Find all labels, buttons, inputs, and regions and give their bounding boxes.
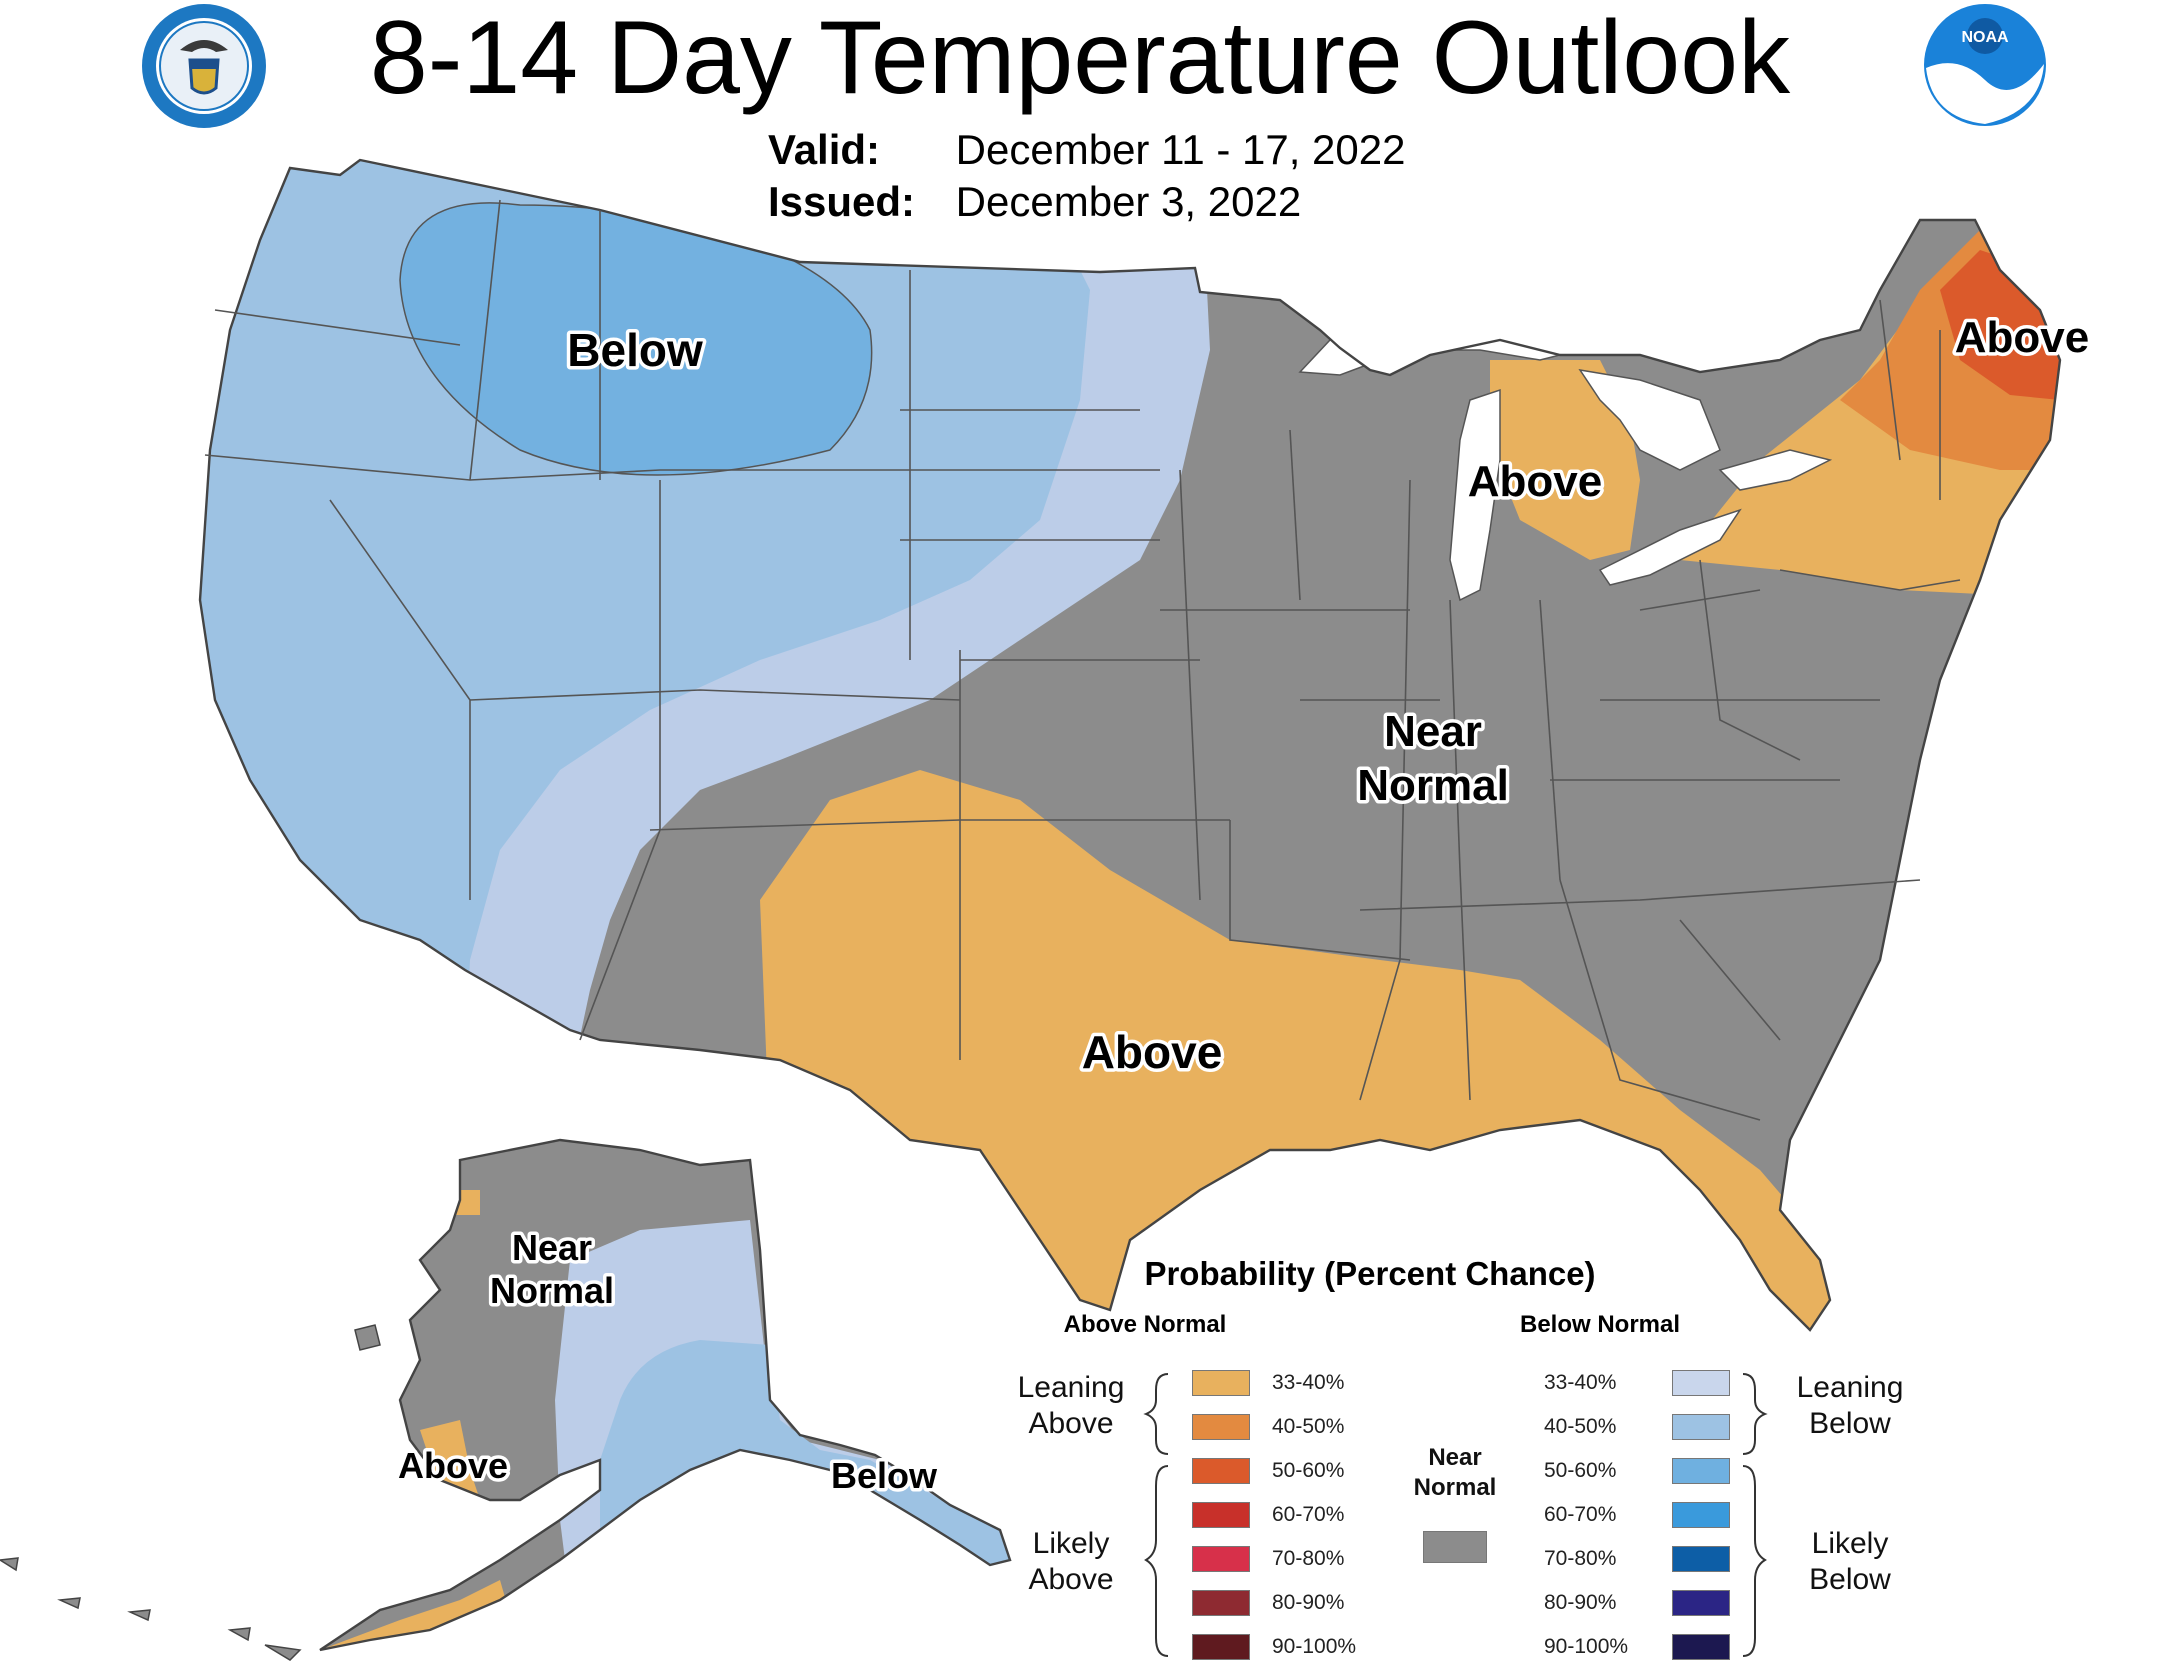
legend-near-normal-swatch — [1423, 1531, 1487, 1563]
legend-below-pct-6: 90-100% — [1544, 1635, 1629, 1658]
legend-above-swatch-6 — [1192, 1634, 1250, 1660]
issued-value: December 3, 2022 — [955, 178, 1302, 225]
legend-below-header: Below Normal — [1520, 1311, 1681, 1338]
region-label-alaska-near-line2: Normal — [490, 1270, 614, 1311]
legend-below-pct-1: 40-50% — [1544, 1415, 1617, 1438]
legend-below-swatch-2 — [1672, 1458, 1730, 1484]
legend-below-swatch-3 — [1672, 1502, 1730, 1528]
region-label-alaska-below: Below — [831, 1455, 938, 1496]
legend-below-swatch-6 — [1672, 1634, 1730, 1660]
legend-braces-left — [1143, 1373, 1169, 1657]
legend-above-pct-3: 60-70% — [1272, 1503, 1345, 1526]
legend-below-pct-3: 60-70% — [1544, 1503, 1617, 1526]
alaska-aleutian-above — [320, 1580, 520, 1650]
region-label-above-michigan: Above — [1468, 457, 1602, 506]
lake-erie — [1598, 508, 1742, 586]
valid-line: Valid: December 11 - 17, 2022 — [768, 124, 1406, 176]
legend-above-swatch-1 — [1192, 1414, 1250, 1440]
lake-huron — [1578, 368, 1721, 471]
legend-below-swatch-0 — [1672, 1370, 1730, 1396]
conus-borders — [198, 158, 2062, 1332]
legend-below-pct-5: 80-90% — [1544, 1591, 1617, 1614]
legend-above-pct-6: 90-100% — [1272, 1635, 1357, 1658]
legend-above-pct-1: 40-50% — [1272, 1415, 1345, 1438]
alaska-below-40-50-zone — [600, 1340, 1010, 1650]
legend-above-swatch-4 — [1192, 1546, 1250, 1572]
alaska-map — [320, 1140, 1010, 1650]
legend-below-pct-2: 50-60% — [1544, 1459, 1617, 1482]
lake-ontario — [1718, 449, 1833, 491]
legend-below-swatch-1 — [1672, 1414, 1730, 1440]
legend-likely-above: Likely Above — [1028, 1527, 1114, 1596]
lake-michigan — [1449, 388, 1501, 602]
date-block: Valid: December 11 - 17, 2022 Issued: De… — [768, 124, 1406, 228]
legend-above-swatch-3 — [1192, 1502, 1250, 1528]
alaska-above-zone — [420, 1420, 480, 1500]
alaska-outline — [319, 1138, 1012, 1652]
legend-leaning-below: Leaning Below — [1796, 1371, 1904, 1440]
alaska-islands — [0, 1324, 381, 1661]
noaa-logo: NOAA — [1924, 4, 2046, 126]
legend-near-normal-label: Near Normal — [1413, 1444, 1497, 1501]
legend-below-pct-4: 70-80% — [1544, 1547, 1617, 1570]
noaa-logo-text: NOAA — [1961, 29, 2009, 46]
above-michigan-zone — [1490, 360, 1640, 560]
legend-below-swatch-4 — [1672, 1546, 1730, 1572]
legend-above-header: Above Normal — [1063, 1311, 1227, 1338]
region-label-alaska-above: Above — [398, 1445, 508, 1486]
region-label-below-west: Below — [567, 324, 703, 376]
region-label-above-south: Above — [1082, 1026, 1223, 1078]
valid-label: Valid: — [768, 126, 881, 173]
legend-below-swatch-5 — [1672, 1590, 1730, 1616]
legend-above-pct-5: 80-90% — [1272, 1591, 1345, 1614]
region-label-above-northeast: Above — [1955, 313, 2089, 362]
commerce-seal-logo — [142, 4, 266, 128]
legend-title: Probability (Percent Chance) — [1144, 1255, 1596, 1292]
issued-label: Issued: — [768, 178, 916, 225]
page-title: 8-14 Day Temperature Outlook — [369, 0, 1791, 116]
legend: Probability (Percent Chance) Above Norma… — [990, 1255, 1750, 1665]
alaska-nw-above — [455, 1190, 480, 1215]
region-label-near-normal-line2: Normal — [1357, 761, 1509, 810]
legend-leaning-above: Leaning Above — [1017, 1371, 1125, 1440]
region-label-near-normal-line1: Near — [1384, 707, 1482, 756]
issued-line: Issued: December 3, 2022 — [768, 176, 1406, 228]
region-label-alaska-near-line1: Near — [512, 1227, 592, 1268]
legend-above-pct-0: 33-40% — [1272, 1371, 1345, 1394]
legend-below-pct-0: 33-40% — [1544, 1371, 1617, 1394]
legend-above-swatch-0 — [1192, 1370, 1250, 1396]
valid-value: December 11 - 17, 2022 — [955, 126, 1406, 173]
legend-above-pct-4: 70-80% — [1272, 1547, 1345, 1570]
legend-above-swatch-5 — [1192, 1590, 1250, 1616]
legend-above-swatch-2 — [1192, 1458, 1250, 1484]
legend-likely-below: Likely Below — [1809, 1527, 1891, 1596]
legend-braces-right — [1742, 1373, 1768, 1657]
legend-above-pct-2: 50-60% — [1272, 1459, 1345, 1482]
